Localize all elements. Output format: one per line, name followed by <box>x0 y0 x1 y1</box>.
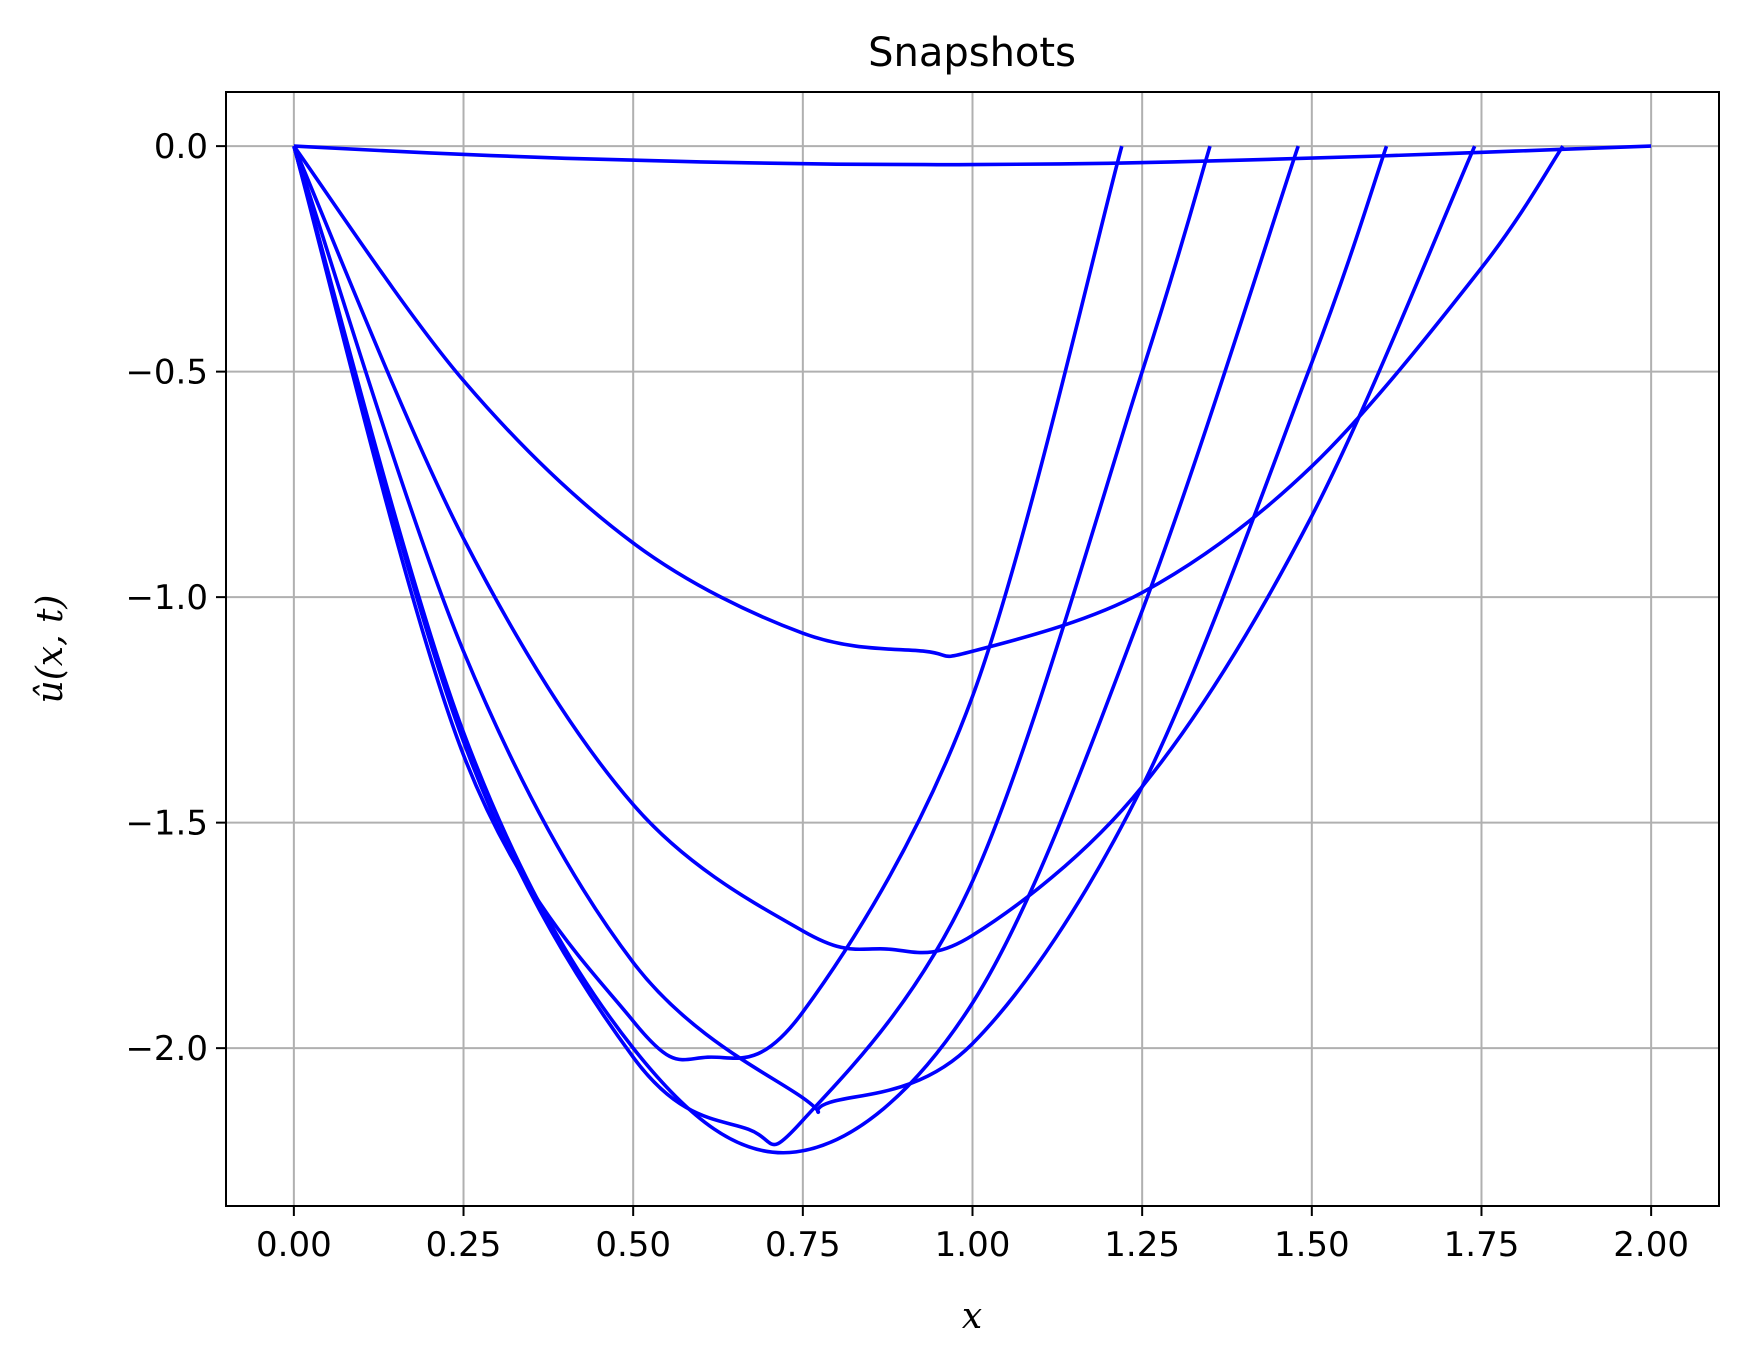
snapshot-line-4 <box>292 145 1389 1115</box>
x-axis-label: x <box>962 1296 982 1337</box>
chart-title: Snapshots <box>868 30 1076 76</box>
x-tick-label: 1.50 <box>1274 1225 1350 1265</box>
y-axis-label: û(x, t) <box>30 595 71 704</box>
x-tick-label: 1.25 <box>1104 1225 1180 1265</box>
snapshot-line-3 <box>292 145 1477 955</box>
y-tick-label: −1.0 <box>125 578 208 618</box>
snapshot-line-2 <box>292 145 1565 659</box>
x-tick-label: 0.25 <box>426 1225 502 1265</box>
y-tick-label: −1.5 <box>125 804 208 844</box>
x-tick-label: 0.00 <box>256 1225 332 1265</box>
x-tick-label: 0.75 <box>765 1225 841 1265</box>
y-tick-label: 0.0 <box>154 127 208 167</box>
snapshot-line-6 <box>292 145 1212 1147</box>
snapshot-line-5 <box>292 145 1300 1155</box>
x-tick-label: 1.75 <box>1444 1225 1520 1265</box>
x-tick-label: 0.50 <box>595 1225 671 1265</box>
x-tick-label: 1.00 <box>935 1225 1011 1265</box>
series-group <box>292 144 1652 1155</box>
snapshot-line-1 <box>293 144 1652 167</box>
y-tick-label: −0.5 <box>125 353 208 393</box>
x-tick-label: 2.00 <box>1613 1225 1689 1265</box>
ticks: 0.00 0.25 0.50 0.75 1.00 1.25 1.50 1.75 2.00 0.0 −… <box>125 127 1689 1265</box>
snapshot-line-7 <box>292 145 1124 1062</box>
y-tick-label: −2.0 <box>125 1029 208 1069</box>
grid <box>226 92 1719 1206</box>
